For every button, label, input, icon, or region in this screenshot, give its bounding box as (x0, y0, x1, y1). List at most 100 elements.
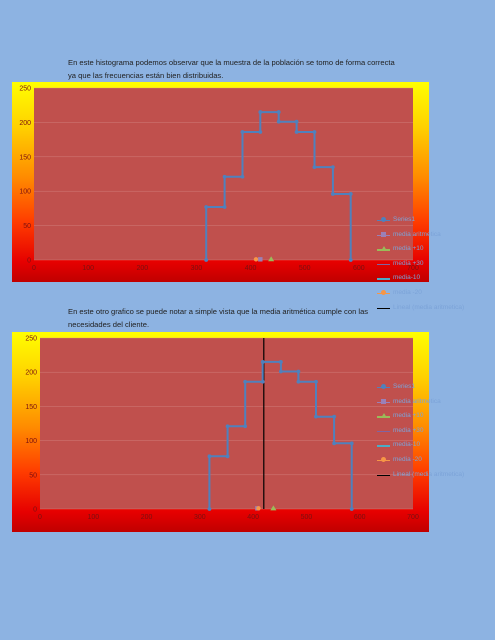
series1-point (243, 424, 248, 429)
legend-item: media aritmetica (377, 395, 464, 410)
series1-point (312, 130, 317, 134)
legend-item: Series1 (377, 213, 464, 228)
y-tick-label: 50 (23, 223, 31, 230)
series1-point (332, 441, 337, 446)
y-tick-label: 50 (29, 472, 37, 479)
legend-label: media -20 (393, 455, 422, 463)
series1-line (205, 111, 352, 260)
x-tick-label: 300 (194, 514, 206, 521)
paragraph-2-line-2: necesidades del cliente. (68, 320, 150, 329)
legend-swatch (377, 263, 390, 266)
legend-marker (381, 289, 386, 295)
x-tick-label: 500 (301, 514, 313, 521)
x-tick-label: 500 (299, 265, 311, 272)
legend-label: Series1 (393, 383, 416, 390)
plot-area (40, 338, 413, 509)
series1-point (330, 165, 335, 170)
legend-item: media +10 (377, 242, 464, 257)
series1-point (240, 130, 245, 134)
series1-point (222, 205, 227, 209)
histogram-chart-2: 0 50 100 150 200 250 0 100 200 300 400 500 600 700 Se… (12, 332, 464, 532)
series1-point (258, 130, 263, 134)
series1-point (330, 192, 335, 196)
x-tick-label: 100 (87, 514, 99, 521)
media-point (258, 257, 263, 262)
paragraph-1-line-1: En este histograma podemos observar que … (68, 58, 395, 67)
legend-item: media-10 (377, 271, 464, 286)
legend-item: media aritmetica (377, 228, 464, 243)
legend-label: media +30 (393, 426, 424, 434)
series1-point (225, 424, 230, 429)
y-tick-label: 250 (25, 336, 37, 343)
legend-label: media +10 (393, 245, 424, 253)
x-tick-label: 600 (353, 265, 365, 272)
legend-marker (381, 398, 386, 404)
legend-item: media -20 (377, 453, 464, 468)
x-tick-label: 200 (136, 265, 148, 272)
series1-point (207, 507, 212, 511)
legend-marker (381, 456, 386, 462)
series1-line (208, 360, 353, 509)
x-tick-label: 0 (32, 265, 36, 272)
legend-swatch (377, 430, 390, 433)
x-tick-label: 600 (354, 514, 366, 521)
y-tick-label: 250 (19, 86, 31, 93)
series1-point (207, 454, 212, 459)
series1-point (240, 174, 245, 179)
plot-area (34, 88, 413, 260)
legend-label: media aritmetica (393, 230, 441, 238)
legend-label: Series1 (393, 216, 416, 223)
series1-point (294, 130, 299, 134)
series1-point (276, 110, 281, 114)
series1-point (278, 360, 283, 364)
legend-label: media +30 (393, 259, 424, 267)
legend-swatch (377, 474, 390, 476)
y-tick-label: 100 (25, 438, 37, 445)
x-tick-label: 300 (191, 265, 203, 272)
x-tick-label: 200 (141, 514, 153, 521)
legend-item: media -20 (377, 286, 464, 301)
legend-marker (381, 231, 386, 237)
legend-marker (381, 246, 387, 252)
series1-point (312, 165, 317, 170)
legend-item: Series1 (377, 380, 464, 395)
legend-label: media +10 (393, 412, 424, 420)
x-tick-label: 0 (38, 514, 42, 521)
y-tick-label: 200 (25, 370, 37, 377)
histogram-chart-1-svg: 0 50 100 150 200 250 0 100 200 300 400 500 600 700 (19, 86, 419, 273)
legend-item: Lineal (media aritmetica) (377, 301, 464, 316)
x-tick-label: 700 (407, 514, 419, 521)
series1-point (348, 192, 353, 196)
legend-label: media aritmetica (393, 397, 441, 405)
x-tick-label: 700 (407, 265, 419, 272)
series1-point (204, 258, 209, 262)
paragraph-1-line-2: ya que las frecuencias están bien distri… (68, 71, 224, 80)
paragraph-2: En este otro grafico se puede notar a si… (68, 305, 448, 331)
legend-item: Lineal (media aritmetica) (377, 468, 464, 483)
x-tick-label: 400 (247, 514, 259, 521)
legend-item: media-10 (377, 438, 464, 453)
legend-label: media-10 (393, 274, 421, 282)
legend-swatch (377, 278, 390, 280)
series1-point (258, 110, 263, 114)
y-tick-label: 100 (19, 189, 31, 196)
series1-point (222, 174, 227, 179)
series1-point (260, 379, 265, 384)
media-point (270, 505, 277, 511)
x-tick-label: 100 (82, 265, 94, 272)
media-point (268, 256, 275, 262)
series1-point (204, 205, 209, 209)
series1-point (349, 441, 354, 446)
media-point (256, 506, 261, 511)
series1-point (296, 379, 301, 384)
series1-point (314, 414, 318, 419)
series1-point (332, 414, 337, 419)
series1-point (225, 454, 230, 459)
x-tick-label: 400 (245, 265, 257, 272)
legend-marker (381, 384, 386, 389)
series1-point (260, 360, 265, 364)
y-tick-label: 200 (19, 120, 31, 127)
legend-item: media +10 (377, 409, 464, 424)
series1-point (278, 369, 283, 374)
legend-marker (381, 413, 387, 419)
